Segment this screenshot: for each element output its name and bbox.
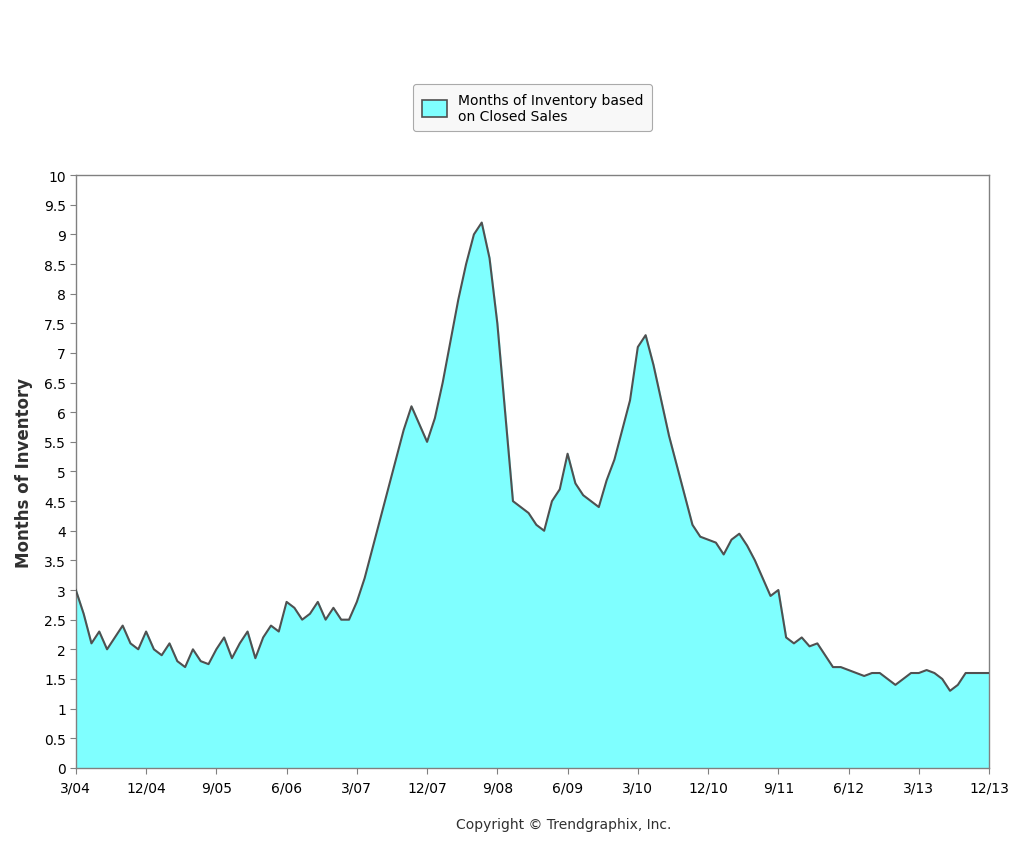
- Text: Copyright © Trendgraphix, Inc.: Copyright © Trendgraphix, Inc.: [456, 817, 671, 831]
- Legend: Months of Inventory based
on Closed Sales: Months of Inventory based on Closed Sale…: [414, 85, 651, 132]
- Y-axis label: Months of Inventory: Months of Inventory: [15, 377, 33, 567]
